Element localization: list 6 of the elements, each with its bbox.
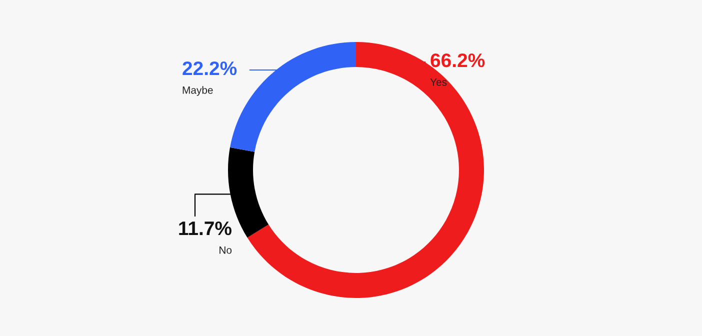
slice-label: Maybe [182, 86, 213, 96]
slice-label: Yes [430, 78, 447, 86]
data-label: 11.7% [179, 222, 232, 236]
slice-label: No [220, 246, 232, 254]
data-label: 66.2% [430, 53, 485, 68]
data-label: 22.2% [182, 61, 237, 76]
